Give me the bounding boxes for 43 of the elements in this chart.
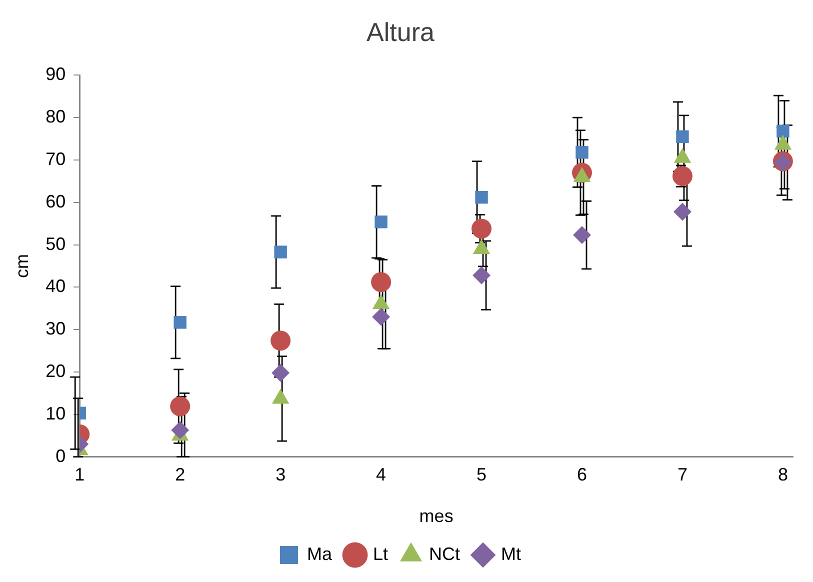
legend-label: NCt	[429, 544, 460, 564]
y-tick-label: 20	[46, 360, 66, 381]
x-tick-label: 8	[778, 464, 788, 485]
x-tick-label: 1	[74, 464, 85, 485]
x-tick-label: 5	[476, 464, 487, 485]
legend-label: Lt	[373, 544, 388, 564]
y-tick-label: 70	[46, 148, 66, 169]
point	[475, 190, 488, 204]
point	[272, 364, 290, 382]
y-axis-title: cm	[12, 254, 32, 278]
point	[676, 130, 689, 144]
y-tick-label: 40	[46, 276, 66, 296]
legend-label: Ma	[306, 544, 333, 564]
point	[270, 330, 291, 351]
point	[372, 308, 390, 326]
point	[274, 246, 287, 258]
point	[672, 166, 692, 186]
x-tick-label: 4	[376, 464, 386, 485]
y-tick-label: 30	[46, 318, 66, 339]
point	[374, 216, 388, 228]
y-tick-label: 10	[46, 403, 66, 424]
x-tick-label: 7	[677, 464, 688, 485]
point	[673, 202, 692, 221]
point	[170, 396, 190, 416]
y-tick-label: 0	[56, 446, 66, 466]
y-tick-label: 90	[46, 64, 66, 84]
point	[472, 218, 492, 239]
x-tick-label: 3	[276, 464, 286, 485]
point	[576, 146, 588, 159]
point	[371, 272, 392, 292]
y-tick-label: 80	[46, 106, 66, 127]
point	[472, 266, 491, 284]
x-axis-title: mes	[419, 506, 454, 526]
point	[171, 421, 190, 440]
y-tick-label: 60	[46, 191, 66, 212]
x-tick-label: 6	[576, 464, 588, 485]
point	[174, 316, 186, 329]
chart-title: Altura	[366, 16, 435, 47]
x-tick-label: 2	[175, 464, 186, 485]
legend-label: Mt	[501, 544, 522, 564]
point	[573, 226, 591, 244]
point	[776, 124, 790, 138]
y-tick-label: 50	[46, 234, 66, 254]
